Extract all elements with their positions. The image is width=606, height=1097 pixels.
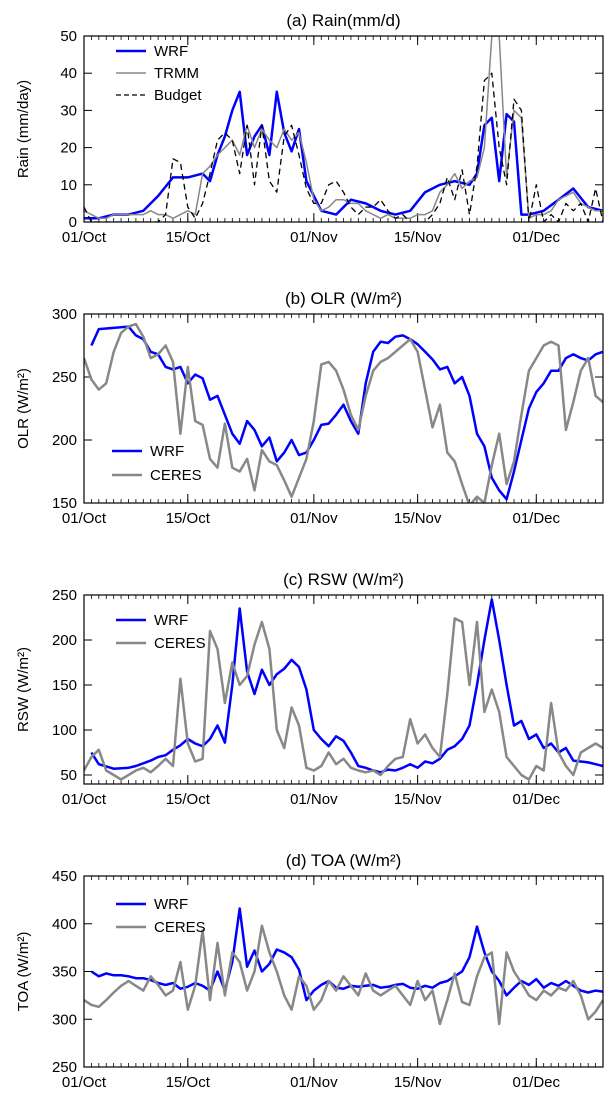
legend-label-ceres: CERES (154, 635, 206, 652)
series-group (84, 36, 603, 222)
series-group (84, 598, 603, 781)
y-tick-label: 200 (52, 432, 77, 449)
legend-label-wrf: WRF (154, 612, 188, 629)
x-tick-label: 01/Nov (290, 229, 338, 246)
x-tick-label: 15/Nov (394, 229, 442, 246)
legend-label-trmm: TRMM (154, 65, 199, 82)
y-tick-label: 40 (60, 65, 77, 82)
x-tick-label: 01/Dec (513, 791, 561, 808)
legend: WRF CERES (116, 612, 206, 652)
series-line-ceres (84, 617, 603, 781)
x-tick-label: 01/Dec (513, 229, 561, 246)
legend-label-ceres: CERES (150, 467, 202, 484)
legend: WRF CERES (116, 896, 206, 936)
panel-title: (d) TOA (W/m²) (286, 851, 402, 870)
series-line-ceres (84, 924, 603, 1026)
legend-label-budget: Budget (154, 87, 202, 104)
x-tick-label: 01/Nov (290, 1074, 338, 1091)
y-tick-label: 20 (60, 140, 77, 157)
y-tick-label: 30 (60, 102, 77, 119)
y-tick-label: 250 (52, 1059, 77, 1076)
series-line-ceres (84, 322, 603, 503)
x-tick-label: 01/Nov (290, 510, 338, 527)
x-tick-label: 15/Nov (394, 510, 442, 527)
plot-frame (83, 875, 604, 1068)
legend: WRF TRMM Budget (116, 43, 202, 104)
y-axis-label: OLR (W/m²) (15, 368, 32, 449)
y-tick-label: 250 (52, 369, 77, 386)
y-tick-label: 0 (69, 214, 77, 231)
legend-label-ceres: CERES (154, 919, 206, 936)
series-line-wrf (90, 907, 603, 1002)
x-tick-label: 15/Oct (166, 229, 211, 246)
plot-frame (83, 313, 604, 504)
plot-frame (83, 594, 604, 785)
x-tick-label: 15/Oct (166, 1074, 211, 1091)
y-tick-label: 300 (52, 306, 77, 323)
y-tick-label: 200 (52, 632, 77, 649)
series-line-wrf (90, 598, 603, 774)
y-axis-label: RSW (W/m²) (15, 647, 32, 732)
x-tick-label: 15/Nov (394, 791, 442, 808)
y-tick-label: 50 (60, 767, 77, 784)
y-axis-label: TOA (W/m²) (15, 932, 32, 1012)
panel-title: (a) Rain(mm/d) (286, 11, 400, 30)
y-tick-label: 450 (52, 868, 77, 885)
legend-label-wrf: WRF (150, 443, 184, 460)
x-tick-label: 01/Oct (62, 510, 107, 527)
x-tick-label: 01/Dec (513, 1074, 561, 1091)
x-tick-label: 01/Oct (62, 791, 107, 808)
plot-frame (83, 35, 604, 223)
x-tick-label: 01/Oct (62, 1074, 107, 1091)
x-tick-label: 15/Nov (394, 1074, 442, 1091)
y-tick-label: 150 (52, 495, 77, 512)
y-tick-label: 10 (60, 177, 77, 194)
y-tick-label: 150 (52, 677, 77, 694)
panel-1: (a) Rain(mm/d) Rain (mm/day) 0 10 20 30 40 50 01… (15, 11, 604, 246)
x-tick-label: 01/Nov (290, 791, 338, 808)
x-tick-label: 01/Oct (62, 229, 107, 246)
panel-title: (c) RSW (W/m²) (283, 570, 404, 589)
legend-label-wrf: WRF (154, 896, 188, 913)
x-tick-label: 15/Oct (166, 510, 211, 527)
y-tick-label: 100 (52, 722, 77, 739)
panel-title: (b) OLR (W/m²) (285, 289, 402, 308)
panel-3: (c) RSW (W/m²) RSW (W/m²) 50 100 150 200 250 01… (15, 570, 604, 808)
y-axis-label: Rain (mm/day) (15, 80, 32, 178)
series-line-trmm (84, 36, 603, 220)
y-tick-label: 300 (52, 1011, 77, 1028)
y-tick-label: 400 (52, 916, 77, 933)
series-group (84, 907, 603, 1026)
x-tick-label: 01/Dec (513, 510, 561, 527)
panel-4: (d) TOA (W/m²) TOA (W/m²) 250 300 350 400 450 0… (15, 851, 604, 1091)
legend: WRF CERES (112, 443, 202, 484)
y-tick-label: 50 (60, 28, 77, 45)
panel-2: (b) OLR (W/m²) OLR (W/m²) 150 200 250 300 01/O… (15, 289, 604, 527)
y-tick-label: 350 (52, 964, 77, 981)
x-tick-label: 15/Oct (166, 791, 211, 808)
series-line-budget (84, 72, 603, 222)
y-tick-label: 250 (52, 587, 77, 604)
legend-label-wrf: WRF (154, 43, 188, 60)
series-group (84, 322, 603, 503)
